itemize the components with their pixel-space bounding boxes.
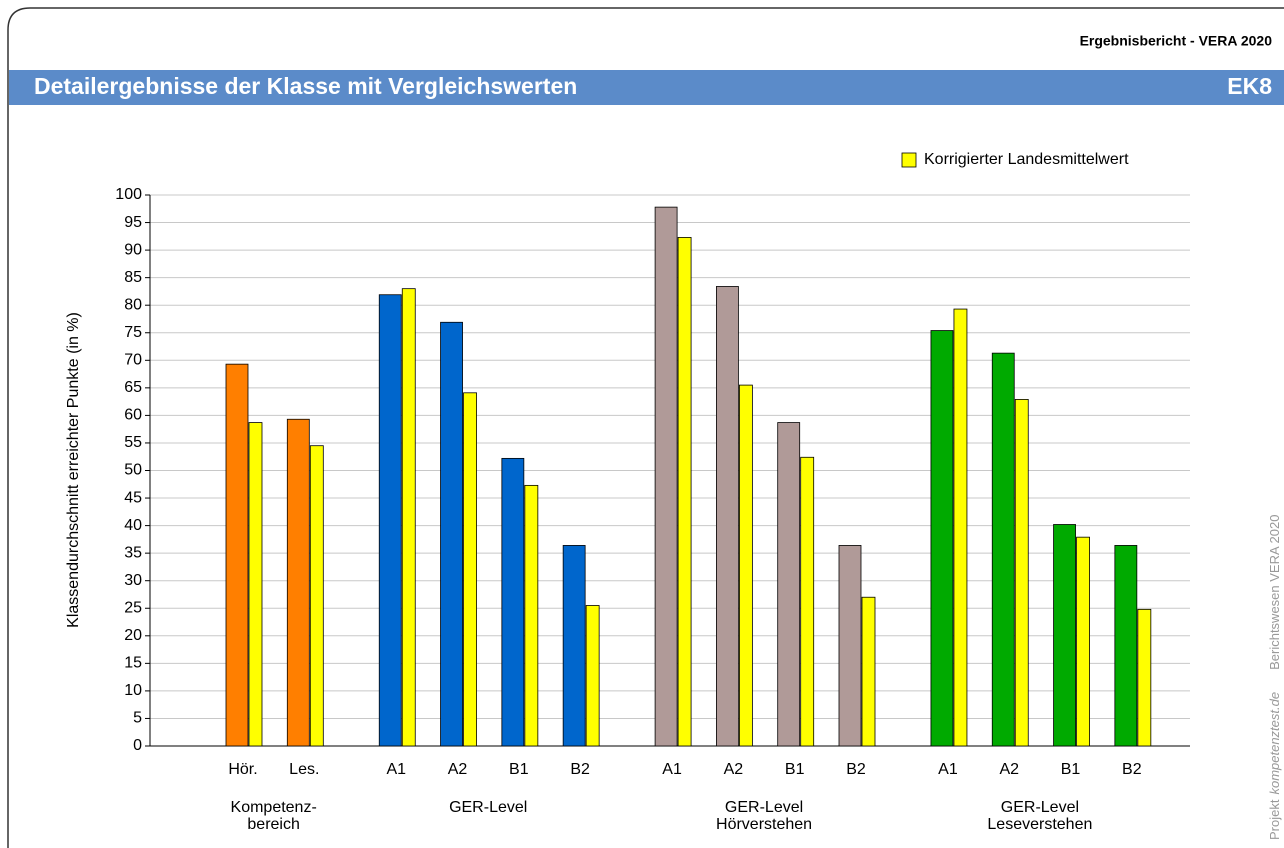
bar <box>309 445 324 747</box>
y-tick-label: 95 <box>124 214 142 231</box>
x-tick-label: B2 <box>846 761 866 778</box>
group-label: Hörverstehen <box>716 816 812 833</box>
bar <box>225 363 249 747</box>
bar <box>1114 545 1138 747</box>
y-tick-label: 70 <box>124 352 142 369</box>
group-label: GER-Level <box>725 799 803 816</box>
report-label: Ergebnisbericht - VERA 2020 <box>1080 33 1273 49</box>
y-tick-label: 55 <box>124 434 142 451</box>
side-text: Projekt kompetenztest.de Berichtswesen VER… <box>1267 515 1282 840</box>
group-label: Leseverstehen <box>987 816 1092 833</box>
bar <box>861 596 876 747</box>
x-tick-label: A2 <box>999 761 1019 778</box>
bar <box>286 418 310 747</box>
bar <box>953 308 968 747</box>
x-tick-label: Les. <box>289 761 319 778</box>
x-tick-label: A1 <box>938 761 958 778</box>
y-axis-label: Klassendurchschnitt erreichter Punkte (i… <box>65 312 82 628</box>
y-tick-label: 85 <box>124 269 142 286</box>
x-tick-label: B2 <box>570 761 590 778</box>
x-tick-label: A1 <box>662 761 682 778</box>
side-project: Projekt <box>1267 799 1282 840</box>
bar <box>716 286 739 747</box>
bar <box>401 288 416 747</box>
bar <box>1014 399 1029 747</box>
y-tick-label: 100 <box>115 186 142 203</box>
y-tick-label: 10 <box>124 682 142 699</box>
y-tick-label: 5 <box>133 710 142 727</box>
bar <box>463 392 477 747</box>
y-tick-label: 80 <box>124 296 142 313</box>
bar <box>248 422 263 747</box>
bar <box>1137 608 1152 747</box>
y-tick-label: 60 <box>124 407 142 424</box>
x-tick-label: A2 <box>448 761 468 778</box>
y-tick-label: 20 <box>124 627 142 644</box>
bar <box>739 384 753 747</box>
title-band <box>9 70 1284 105</box>
bar <box>838 545 862 747</box>
bar <box>440 321 463 747</box>
bar <box>585 605 600 747</box>
x-tick-label: A2 <box>724 761 744 778</box>
legend-label: Korrigierter Landesmittelwert <box>924 151 1129 168</box>
x-tick-label: B1 <box>785 761 805 778</box>
x-tick-label: B1 <box>1061 761 1081 778</box>
x-tick-label: B2 <box>1122 761 1142 778</box>
y-tick-label: 30 <box>124 572 142 589</box>
bar <box>501 457 525 747</box>
y-tick-label: 15 <box>124 655 142 672</box>
y-tick-label: 45 <box>124 489 142 506</box>
bar <box>378 294 402 747</box>
bar <box>991 352 1015 747</box>
y-tick-label: 40 <box>124 517 142 534</box>
frame <box>7 7 1284 848</box>
bar <box>930 330 954 747</box>
x-tick-label: B1 <box>509 761 529 778</box>
side-site: kompetenztest.de <box>1267 692 1282 795</box>
bar <box>562 545 586 747</box>
x-tick-label: A1 <box>386 761 406 778</box>
group-label: bereich <box>247 816 299 833</box>
y-tick-label: 0 <box>133 737 142 754</box>
y-tick-label: 25 <box>124 599 142 616</box>
y-tick-label: 75 <box>124 324 142 341</box>
x-tick-label: Hör. <box>228 761 257 778</box>
bar <box>800 456 815 747</box>
bar <box>524 484 539 747</box>
y-tick-label: 65 <box>124 379 142 396</box>
y-tick-label: 35 <box>124 544 142 561</box>
group-label: GER-Level <box>1001 799 1079 816</box>
bar <box>654 206 678 747</box>
y-tick-label: 50 <box>124 462 142 479</box>
side-system: Berichtswesen VERA 2020 <box>1267 515 1282 670</box>
bar <box>1076 536 1090 747</box>
legend-swatch <box>901 152 917 168</box>
group-label: GER-Level <box>449 799 527 816</box>
bar <box>777 422 801 747</box>
y-tick-label: 90 <box>124 241 142 258</box>
bar <box>677 237 692 747</box>
page-code: EK8 <box>1227 73 1272 99</box>
page-title: Detailergebnisse der Klasse mit Vergleic… <box>34 73 577 99</box>
group-label: Kompetenz- <box>231 799 317 816</box>
bar <box>1053 524 1076 747</box>
